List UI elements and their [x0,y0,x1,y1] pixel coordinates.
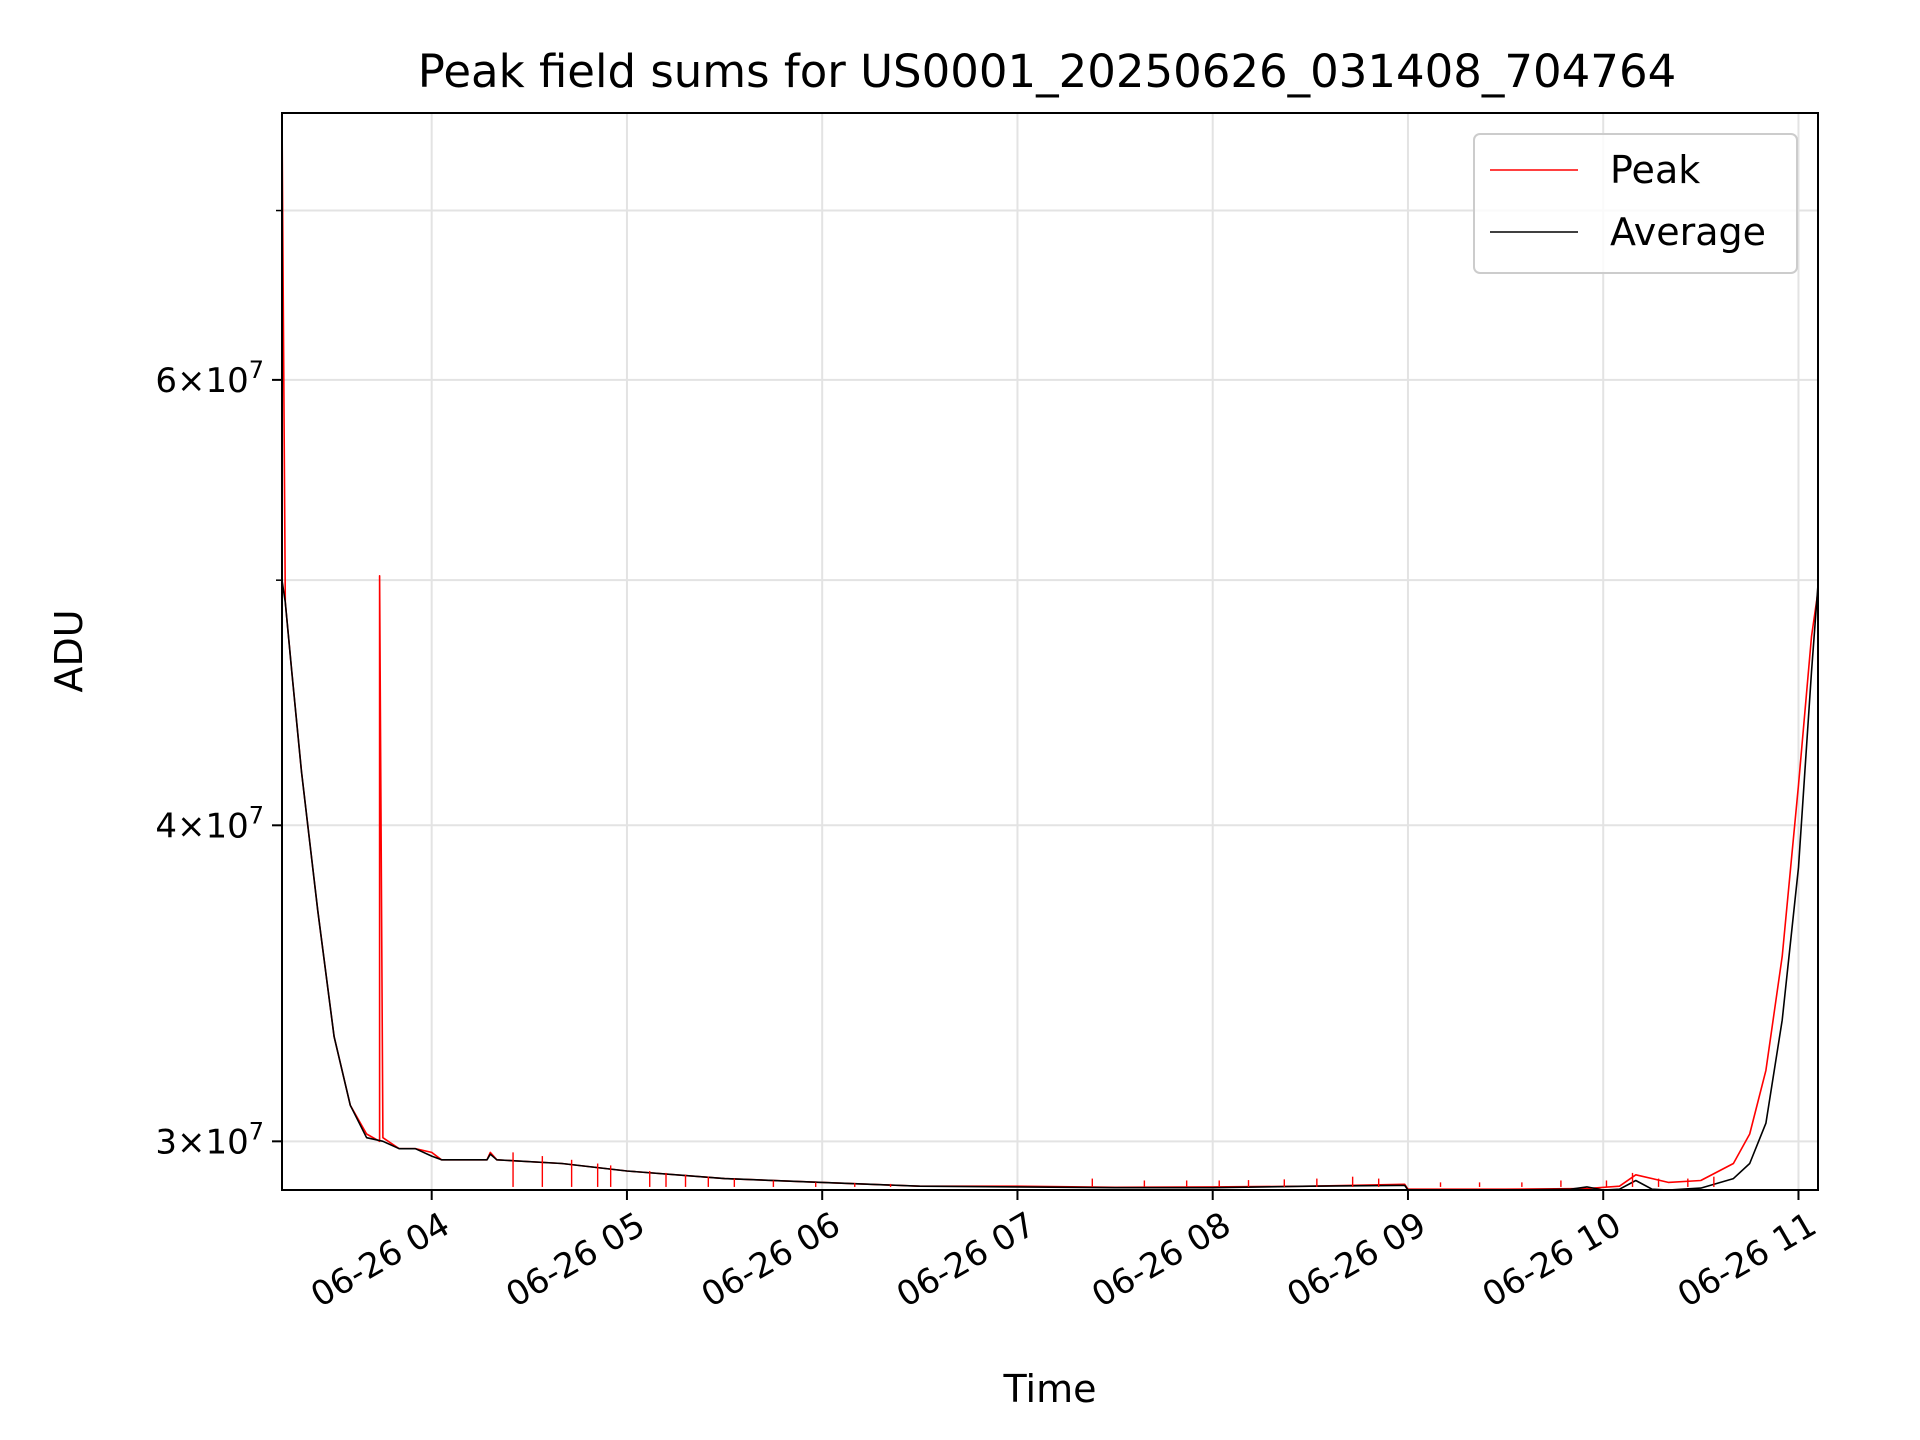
y-tick-base: 10 [205,1122,248,1162]
legend: Peak Average [1473,133,1798,274]
y-tick-mantissa: 4 [155,806,177,846]
y-axis-label: ADU [47,609,91,692]
y-tick-base: 10 [205,806,248,846]
y-tick-label: 3×107 [155,1117,264,1162]
legend-label-average: Average [1610,210,1766,254]
y-tick-exponent: 7 [249,1117,264,1145]
plot-frame [281,112,1819,1191]
y-tick-base: 10 [205,361,248,401]
legend-box [1473,133,1798,274]
y-tick-label: 4×107 [155,801,264,846]
series-layer [282,113,1818,1190]
legend-label-peak: Peak [1610,148,1700,192]
x-axis-label: Time [1003,1367,1097,1411]
series-line-average [282,580,1818,1190]
y-tick-times: × [177,806,206,846]
y-tick-label: 6×107 [155,356,264,401]
y-tick-times: × [177,1122,206,1162]
chart-title: Peak field sums for US0001_20250626_0314… [418,45,1676,98]
y-tick-mantissa: 6 [155,361,177,401]
y-tick-times: × [177,361,206,401]
y-tick-exponent: 7 [249,801,264,829]
y-tick-exponent: 7 [249,356,264,384]
y-tick-mantissa: 3 [155,1122,177,1162]
